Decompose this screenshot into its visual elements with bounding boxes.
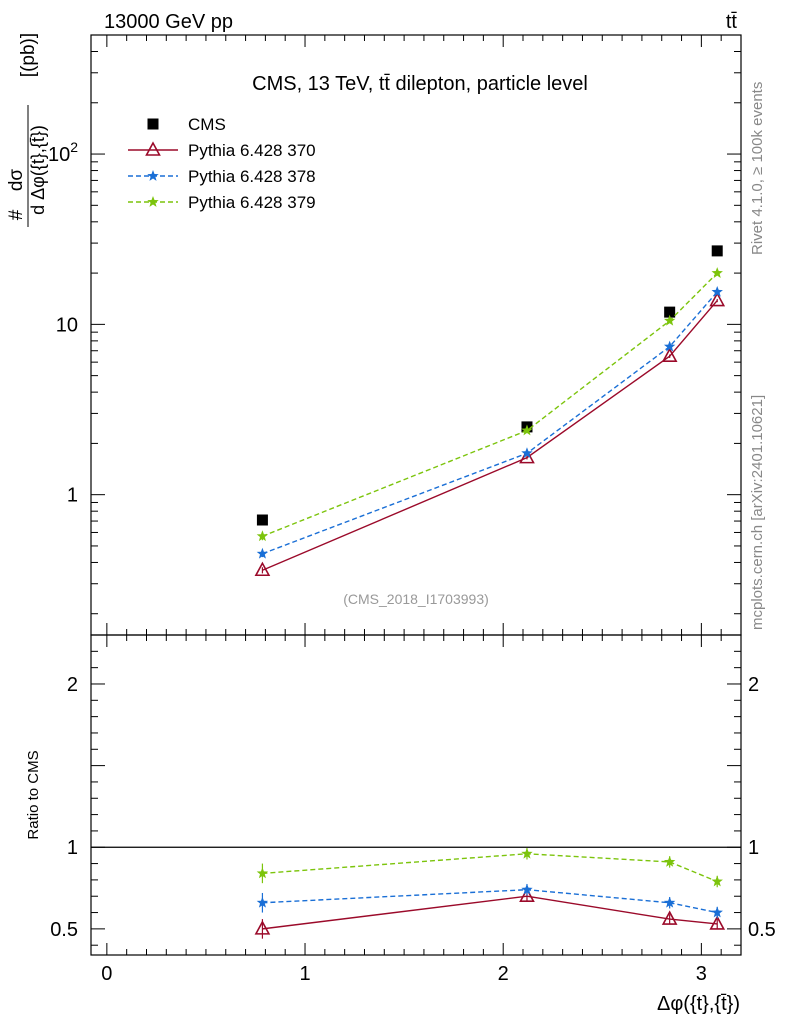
- ratio-y-tick-label-left: 2: [67, 674, 78, 696]
- x-tick-label: 0: [101, 963, 112, 985]
- legend-marker-cms: [147, 118, 159, 130]
- main-line-pythia-6-428-378: [262, 291, 718, 555]
- analysis-watermark: (CMS_2018_I1703993): [343, 591, 489, 607]
- header-process-label: 13000 GeV pp: [104, 11, 233, 33]
- legend: CMS Pythia 6.428 370 Pythia 6.428 378 Pythi…: [128, 115, 316, 212]
- x-tick-label: 3: [696, 963, 707, 985]
- main-point-pythia-6-428-370: [709, 291, 726, 307]
- main-axis-ticks: 1 10 102: [48, 34, 742, 615]
- ylabel-unit: [(pb)]: [18, 33, 39, 77]
- ratio-axis-ticks: 0.5 0.5 1 1 2 2: [50, 623, 776, 955]
- ratio-point-pythia-6-428-379: [711, 875, 723, 887]
- ratio-point-pythia-6-428-370: [254, 920, 271, 935]
- x-tick-label: 1: [299, 963, 310, 985]
- ratio-point-pythia-6-428-370: [709, 915, 726, 930]
- ratio-y-tick-label-right: 0.5: [748, 919, 776, 941]
- ratio-point-pythia-6-428-379: [663, 855, 676, 867]
- y-tick-label: 10: [56, 314, 78, 336]
- legend-marker-pythia-6-428-370: [145, 141, 161, 156]
- main-point-pythia-6-428-379: [663, 314, 676, 326]
- ratio-y-tick-label-right: 2: [748, 674, 759, 696]
- main-point-pythia-6-428-370: [519, 448, 535, 464]
- ratio-point-pythia-6-428-378: [521, 883, 533, 895]
- legend-label-pythia-6-428-370: Pythia 6.428 370: [188, 141, 316, 160]
- legend-marker-pythia-6-428-378: [147, 170, 159, 181]
- main-point-pythia-6-428-370: [254, 561, 271, 577]
- main-ylabel: # dσ d Δφ({t},{t̄}) [(pb)]: [6, 33, 48, 227]
- main-line-pythia-6-428-379: [262, 272, 718, 537]
- main-point-cms: [664, 306, 676, 318]
- ratio-line-pythia-6-428-379: [262, 853, 718, 883]
- ratio-panel-frame: [90, 634, 742, 956]
- mcplots-label: mcplots.cern.ch [arXiv:2401.10621]: [749, 395, 766, 630]
- ratio-y-tick-label-left: 0.5: [50, 919, 78, 941]
- header-final-state-label: tt̄: [726, 11, 738, 33]
- y-tick-label: 1: [67, 485, 78, 507]
- ratio-point-pythia-6-428-378: [711, 906, 723, 918]
- ylabel-hash: #: [6, 209, 27, 220]
- x-axis-label: Δφ({t},{t̄}): [657, 993, 740, 1015]
- ratio-ylabel: Ratio to CMS: [25, 750, 42, 839]
- ratio-point-pythia-6-428-370: [519, 887, 535, 903]
- x-axis-ticks: 0 1 2 3: [101, 963, 707, 985]
- ratio-point-pythia-6-428-379: [256, 867, 269, 879]
- main-point-pythia-6-428-379: [521, 424, 533, 436]
- ratio-y-tick-label-left: 1: [67, 837, 78, 859]
- main-point-pythia-6-428-378: [711, 285, 723, 297]
- ratio-y-tick-label-right: 1: [748, 837, 759, 859]
- main-line-pythia-6-428-370: [262, 300, 718, 571]
- rivet-version-label: Rivet 4.1.0, ≥ 100k events: [749, 82, 766, 255]
- main-point-cms: [256, 514, 268, 526]
- main-series-group: [254, 245, 726, 577]
- main-point-pythia-6-428-379: [256, 530, 269, 542]
- main-point-pythia-6-428-379: [711, 267, 723, 278]
- ratio-point-pythia-6-428-378: [663, 896, 676, 908]
- main-point-pythia-6-428-378: [663, 340, 676, 352]
- legend-label-cms: CMS: [188, 115, 226, 134]
- y-tick-label: 102: [48, 139, 78, 166]
- legend-label-pythia-6-428-378: Pythia 6.428 378: [188, 167, 316, 186]
- main-point-pythia-6-428-378: [521, 447, 533, 459]
- x-tick-label: 2: [498, 963, 509, 985]
- main-point-pythia-6-428-370: [661, 347, 678, 363]
- ratio-panel: 0.5 0.5 1 1 2 2: [50, 623, 776, 956]
- ratio-line-pythia-6-428-378: [262, 888, 718, 914]
- ratio-point-pythia-6-428-370: [661, 910, 678, 925]
- legend-label-pythia-6-428-379: Pythia 6.428 379: [188, 193, 316, 212]
- ratio-point-pythia-6-428-378: [256, 896, 269, 908]
- main-point-pythia-6-428-378: [256, 547, 269, 559]
- main-title: CMS, 13 TeV, tt̄ dilepton, particle leve…: [252, 73, 588, 95]
- ylabel-denominator: d Δφ({t},{t̄}): [28, 125, 48, 215]
- main-point-cms: [711, 245, 723, 257]
- ratio-series-group: [254, 847, 726, 939]
- legend-marker-pythia-6-428-379: [147, 196, 159, 207]
- ratio-point-pythia-6-428-379: [521, 847, 533, 859]
- main-panel: 1 10 102 CMS, 13 TeV, tt̄ dilepton, partic…: [48, 34, 742, 636]
- ratio-line-pythia-6-428-370: [262, 895, 718, 930]
- ylabel-numerator: dσ: [6, 169, 27, 192]
